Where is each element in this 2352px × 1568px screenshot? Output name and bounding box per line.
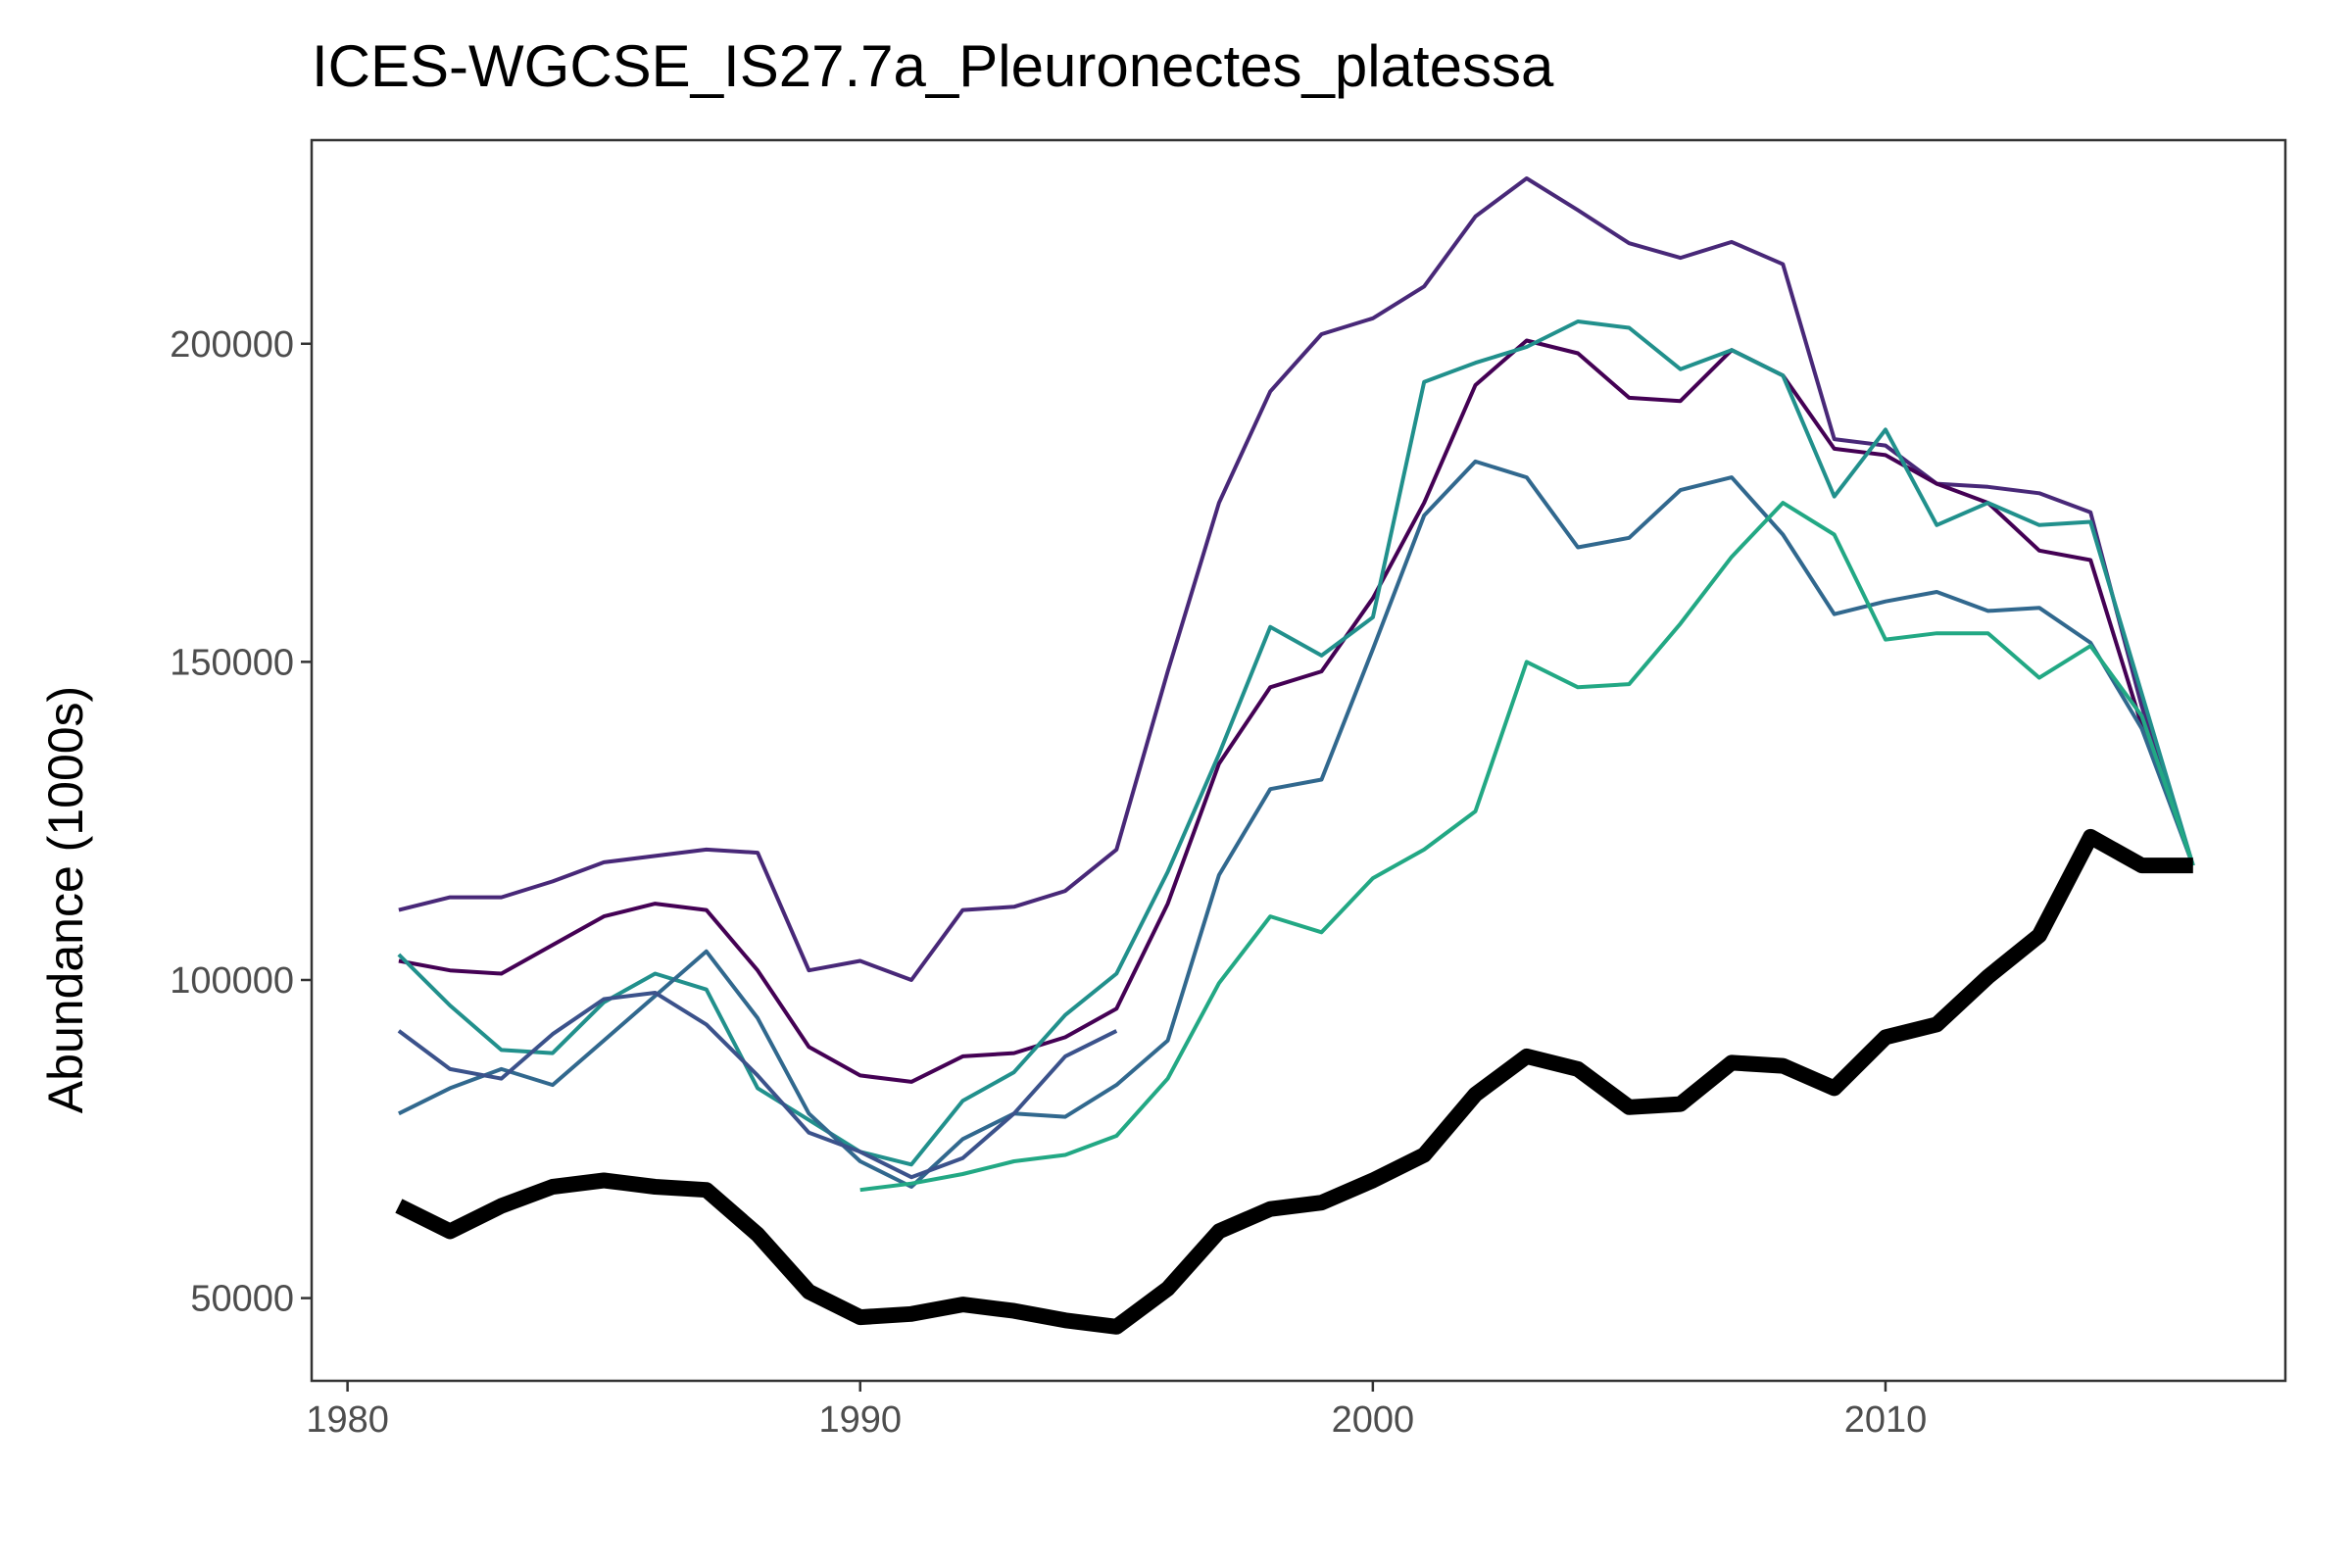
y-tick-label: 150000 [170, 642, 294, 683]
plot-panel [310, 138, 2287, 1383]
x-tick-label: 1980 [306, 1399, 389, 1441]
x-tick-label: 2010 [1844, 1399, 1928, 1441]
y-tick-label: 50000 [190, 1279, 294, 1320]
series-line-1 [398, 176, 2195, 982]
y-tick-label: 200000 [170, 324, 294, 366]
series-line-3 [397, 319, 2195, 1167]
x-axis: 1980 1990 2000 2010 [306, 1381, 1927, 1441]
x-tick-label: 2000 [1332, 1399, 1415, 1441]
series-line-5 [397, 991, 1118, 1180]
x-tick-label: 1990 [818, 1399, 902, 1441]
series-line-2 [398, 338, 2195, 1084]
chart-title: ICES-WGCSE_IS27.7a_Pleuronectes_platessa [312, 33, 1554, 99]
series-line-4 [398, 459, 2195, 1189]
y-axis: 50000 100000 150000 200000 [170, 324, 312, 1320]
series-line-6 [859, 501, 2195, 1193]
series-layer [395, 176, 2195, 1335]
y-axis-label: Abundance (1000s) [38, 686, 93, 1113]
y-tick-label: 100000 [170, 960, 294, 1002]
series-line-7 [395, 828, 2193, 1335]
